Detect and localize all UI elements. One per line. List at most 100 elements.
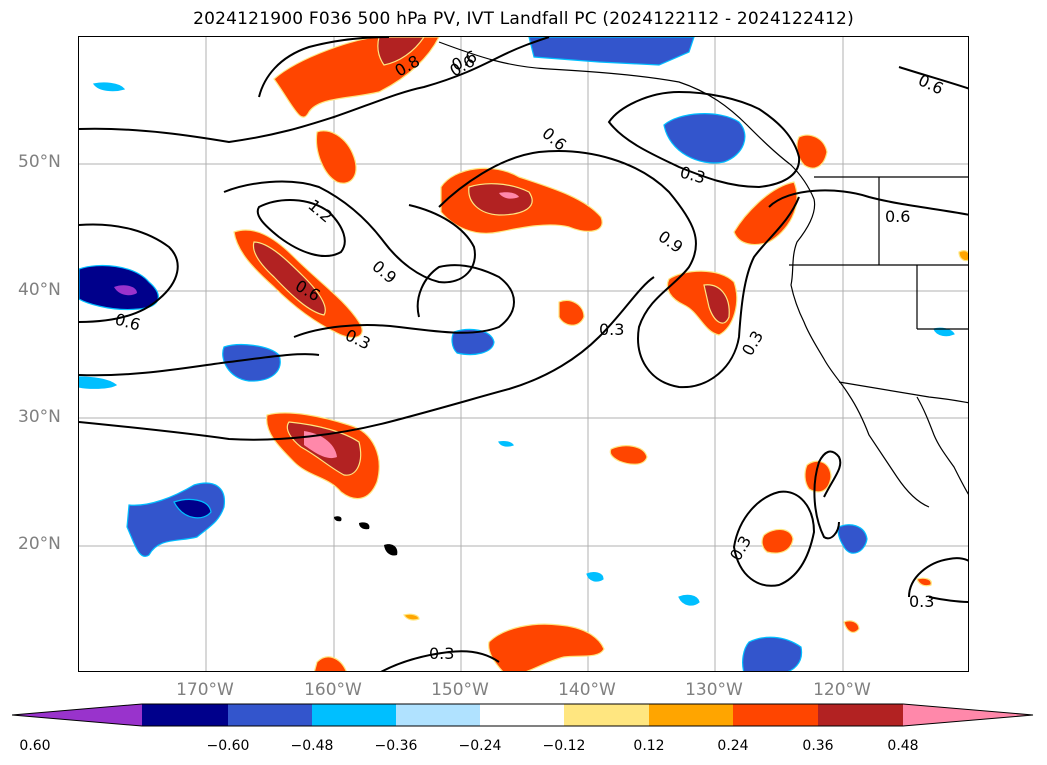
colorbar-segments — [12, 703, 1034, 727]
colorbar-tick-label: −0.36 — [374, 738, 418, 754]
blob-negative — [79, 376, 118, 389]
coastline-baja — [916, 396, 968, 495]
blob-negative — [837, 524, 868, 554]
blob-positive — [403, 613, 420, 621]
contour-line — [79, 276, 655, 441]
colorbar-tick-label: −0.48 — [290, 738, 334, 754]
blob-positive — [313, 656, 347, 671]
blob-positive — [609, 445, 648, 465]
blob-positive — [916, 577, 932, 587]
lon-label-170w: 170°W — [176, 680, 234, 700]
map-title: 2024121900 F036 500 hPa PV, IVT Landfall… — [193, 9, 854, 29]
lon-label-140w: 140°W — [558, 680, 616, 700]
colorbar-tick-label: 0.48 — [887, 738, 919, 754]
blob-positive — [377, 37, 425, 66]
blob-positive — [499, 192, 519, 199]
contour-label: 0.3 — [429, 644, 454, 663]
blob-negative — [586, 572, 604, 582]
colorbar-tick-label: 0.36 — [802, 738, 834, 754]
map-panel[interactable]: 0.6 0.6 0.6 0.6 0.3 0.6 1.2 0.9 0.6 0.6 … — [78, 36, 969, 672]
coastline-north-america — [790, 198, 930, 508]
contour-line — [928, 596, 968, 603]
blob-negative — [498, 441, 514, 447]
contour-line — [223, 180, 476, 284]
contour-line — [813, 450, 842, 540]
coastlines — [438, 41, 968, 508]
contour-label: 0.9 — [655, 227, 687, 257]
colorbar-tick-label: 0.60 — [19, 738, 51, 754]
blob-negative — [222, 344, 281, 382]
coastline-alaska — [438, 41, 815, 200]
blob-positive — [703, 284, 730, 324]
blob-negative — [451, 328, 495, 356]
gridlines — [79, 37, 968, 671]
blob-negative — [126, 482, 225, 558]
colorbar-segment — [228, 704, 312, 726]
colorbar-segment — [396, 704, 480, 726]
contour-line — [768, 189, 968, 216]
contour-label: 0.6 — [113, 310, 143, 335]
blob-positive — [843, 620, 860, 633]
blob-negative — [742, 636, 803, 671]
contour-line — [438, 150, 800, 389]
contour-label: 0.3 — [678, 163, 708, 188]
positive-shading — [233, 37, 968, 671]
contour-line — [256, 199, 346, 257]
map-canvas: 0.6 0.6 0.6 0.6 0.3 0.6 1.2 0.9 0.6 0.6 … — [79, 37, 968, 671]
contour-label: 0.3 — [738, 327, 767, 359]
blob-negative — [663, 113, 746, 164]
contour-line — [79, 223, 179, 323]
colorbar-segment — [142, 704, 228, 726]
hawaiian-islands — [384, 544, 398, 556]
blob-positive — [804, 460, 832, 493]
blob-positive — [733, 181, 798, 246]
colorbar-segment — [480, 704, 564, 726]
blob-positive — [315, 130, 357, 184]
contour-line — [607, 90, 801, 189]
colorbar-tick-label: 0.24 — [717, 738, 749, 754]
colorbar-outline — [12, 703, 1034, 727]
contour-label: 0.3 — [726, 532, 755, 564]
colorbar-tick-label: −0.60 — [206, 738, 250, 754]
blob-negative — [114, 285, 137, 296]
colorbar-tick-label: 0.12 — [633, 738, 665, 754]
negative-shading — [79, 37, 955, 671]
colorbar-segment — [733, 704, 818, 726]
contour-line — [380, 650, 500, 671]
blob-negative — [528, 37, 695, 66]
pv-contours — [79, 37, 968, 671]
islands — [334, 516, 398, 556]
blob-positive — [761, 528, 794, 554]
colorbar — [12, 703, 1034, 727]
contour-label: 0.6 — [538, 124, 570, 155]
blob-positive — [558, 299, 585, 326]
blob-positive — [958, 250, 968, 262]
contour-label: 0.9 — [368, 257, 400, 288]
contour-line — [732, 490, 816, 587]
contour-line — [79, 37, 550, 144]
blob-negative — [173, 498, 212, 519]
blob-positive — [796, 134, 828, 169]
lat-label-20n: 20°N — [18, 534, 61, 554]
border-us-mexico — [838, 381, 968, 404]
blob-negative — [933, 327, 955, 337]
lon-label-120w: 120°W — [813, 680, 871, 700]
contour-label: 1.2 — [304, 196, 336, 227]
colorbar-segment — [649, 704, 733, 726]
contour-line — [258, 37, 390, 98]
hawaiian-islands — [334, 516, 342, 522]
contour-line — [79, 353, 320, 377]
colorbar-segment — [312, 704, 396, 726]
contour-line — [898, 66, 968, 90]
lon-label-130w: 130°W — [685, 680, 743, 700]
contour-label: 0.6 — [885, 207, 910, 226]
blob-positive — [468, 183, 533, 216]
colorbar-tick-label: −0.24 — [458, 738, 502, 754]
colorbar-segment — [564, 704, 649, 726]
contour-label: 0.6 — [915, 70, 946, 98]
lat-label-30n: 30°N — [18, 407, 61, 427]
blob-positive — [252, 241, 326, 316]
colorbar-tick-label: −0.12 — [542, 738, 586, 754]
blob-negative — [678, 594, 700, 606]
colorbar-extend-low — [12, 704, 142, 726]
